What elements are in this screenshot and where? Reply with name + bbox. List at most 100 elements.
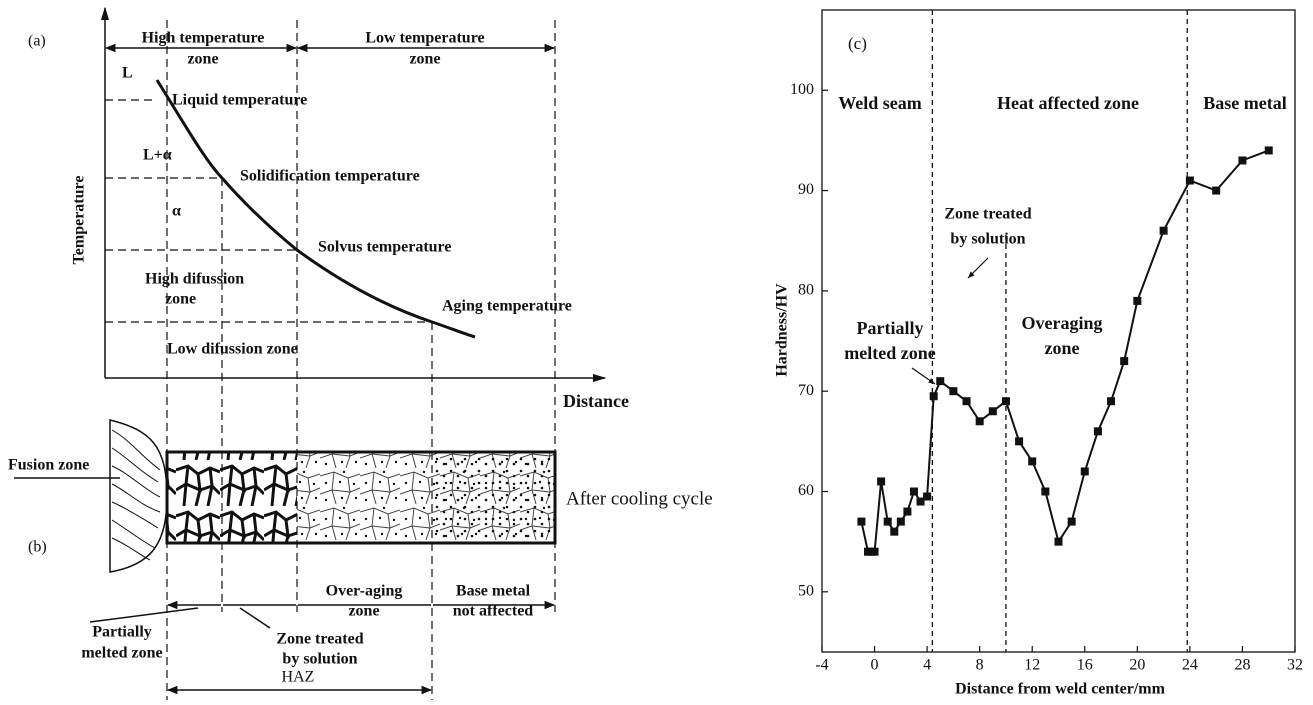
leader [239, 607, 271, 629]
panel-label: (a) [28, 33, 46, 50]
data-point [936, 377, 945, 386]
after-cooling-label: After cooling cycle [566, 488, 713, 509]
data-point [923, 492, 932, 501]
annotation: Overaging [1022, 313, 1103, 333]
zone-label: zone [409, 51, 440, 68]
haz-label: HAZ [282, 669, 315, 686]
dendrites [111, 429, 161, 561]
x-tick-label: 0 [871, 657, 879, 674]
data-point [988, 407, 997, 416]
data-point [1080, 467, 1089, 476]
data-point [1015, 437, 1024, 446]
zone-label: High temperature [142, 30, 265, 47]
annotation: Partially [857, 318, 924, 338]
temperature-label: Solidification temperature [240, 168, 420, 185]
y-tick-label: 60 [798, 482, 814, 499]
x-tick-label: 32 [1287, 657, 1303, 674]
data-point [1054, 537, 1063, 546]
temperature-level [105, 99, 432, 323]
x-tick-label: 20 [1129, 657, 1145, 674]
annotation: zone [1045, 338, 1080, 358]
zone-label: zone [348, 603, 379, 620]
x-tick-label: 28 [1234, 657, 1250, 674]
x-tick-label: 4 [923, 657, 931, 674]
data-point [877, 477, 886, 486]
data-point [1159, 226, 1168, 235]
panel-label: (c) [848, 34, 867, 53]
data-point [1001, 397, 1010, 406]
x-tick-label: 12 [1024, 657, 1040, 674]
panel-label: (b) [28, 539, 47, 556]
data-point [903, 507, 912, 516]
temperature-label: Liquid temperature [172, 92, 307, 109]
data-point [896, 517, 905, 526]
annotation: Base metal [1203, 93, 1286, 113]
data-point [1133, 296, 1142, 305]
phase-label: L+α [143, 147, 172, 164]
zone-label: Base metal [456, 583, 531, 600]
x-axis-label: Distance from weld center/mm [955, 681, 1166, 698]
zone-label: Low difussion zone [167, 341, 298, 358]
data-point [1185, 176, 1194, 185]
panel-b: (b) Fusion zone After cooling cycle Over… [8, 419, 713, 695]
annotation: by solution [950, 231, 1025, 248]
zone-label: Zone treated [276, 631, 363, 648]
data-point [962, 397, 971, 406]
data-point [1093, 427, 1102, 436]
y-tick-label: 90 [798, 181, 814, 198]
fusion-zone-label: Fusion zone [8, 457, 89, 474]
zone-label: Over-aging [326, 583, 403, 600]
y-axis-label: Hardness/HV [774, 283, 791, 377]
data-point [949, 387, 958, 396]
temperature-label: Aging temperature [442, 298, 572, 315]
y-tick-label: 70 [798, 382, 814, 399]
y-tick-label: 50 [798, 582, 814, 599]
y-tick-label: 80 [798, 282, 814, 299]
x-tick-label: 16 [1077, 657, 1093, 674]
phase-label: L [122, 65, 133, 82]
data-point [857, 517, 866, 526]
zone-label: zone [165, 291, 196, 308]
grain-region [297, 452, 432, 543]
data-point [916, 497, 925, 506]
arrowhead [928, 378, 935, 384]
data-point [1238, 156, 1247, 165]
zone-label: High difussion [145, 271, 244, 288]
zone-label: zone [187, 51, 218, 68]
x-tick-label: 8 [976, 657, 984, 674]
zone-label: Low temperature [365, 30, 484, 47]
temperature-label: Solvus temperature [318, 239, 451, 256]
cooling-curve [155, 79, 476, 339]
data-point [929, 392, 938, 401]
annotation: melted zone [844, 343, 935, 363]
phase-label: α [172, 203, 181, 220]
annotation: Weld seam [838, 93, 922, 113]
annotation: Heat affected zone [997, 93, 1139, 113]
data-point [975, 417, 984, 426]
data-point [1028, 457, 1037, 466]
axis-label: Temperature [71, 176, 88, 265]
axis-label: Distance [563, 391, 629, 411]
hardness-line [860, 149, 1270, 553]
panel-a: (a) Temperature Distance High temperatur… [28, 6, 629, 700]
data-point [1212, 186, 1221, 195]
data-point [1067, 517, 1076, 526]
zone-label: not affected [453, 603, 534, 620]
zone-boundary [166, 20, 556, 700]
zone-label: Partially [92, 624, 152, 641]
grain-region [167, 452, 297, 543]
x-tick-label: 24 [1182, 657, 1198, 674]
data-point [870, 547, 879, 556]
arrowhead [968, 271, 975, 278]
hardness-chart: (c) Hardness/HV Distance from weld cente… [774, 9, 1303, 698]
y-tick-label: 100 [790, 81, 814, 98]
data-point [890, 527, 899, 536]
zone-label: melted zone [81, 645, 162, 662]
data-point [1107, 397, 1116, 406]
grain-region [432, 452, 555, 543]
data-point [1120, 357, 1129, 366]
data-point [883, 517, 892, 526]
zone-label: by solution [282, 651, 357, 668]
data-point [1264, 146, 1273, 155]
